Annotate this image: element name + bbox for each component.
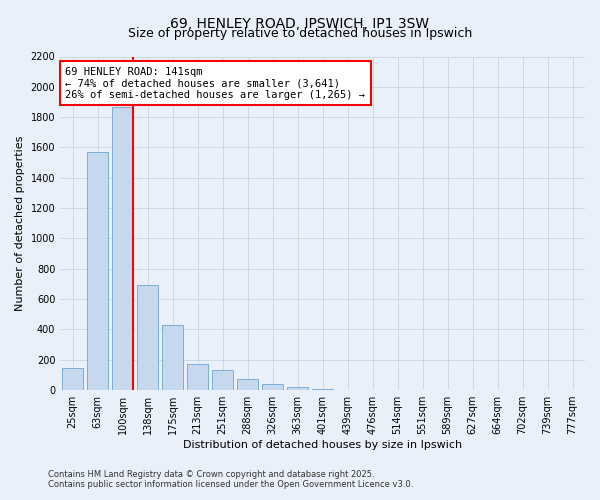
Text: 69 HENLEY ROAD: 141sqm
← 74% of detached houses are smaller (3,641)
26% of semi-: 69 HENLEY ROAD: 141sqm ← 74% of detached…: [65, 66, 365, 100]
Bar: [137, 284, 158, 390]
Bar: [312, 388, 333, 390]
Bar: [162, 325, 183, 390]
Bar: [62, 368, 83, 390]
Bar: [212, 370, 233, 390]
Y-axis label: Number of detached properties: Number of detached properties: [15, 136, 25, 311]
Bar: [187, 364, 208, 390]
Text: 69, HENLEY ROAD, IPSWICH, IP1 3SW: 69, HENLEY ROAD, IPSWICH, IP1 3SW: [170, 18, 430, 32]
X-axis label: Distribution of detached houses by size in Ipswich: Distribution of detached houses by size …: [183, 440, 462, 450]
Bar: [287, 387, 308, 390]
Text: Contains HM Land Registry data © Crown copyright and database right 2025.
Contai: Contains HM Land Registry data © Crown c…: [48, 470, 413, 489]
Bar: [87, 152, 108, 390]
Bar: [112, 106, 133, 390]
Bar: [237, 379, 258, 390]
Text: Size of property relative to detached houses in Ipswich: Size of property relative to detached ho…: [128, 28, 472, 40]
Bar: [262, 384, 283, 390]
